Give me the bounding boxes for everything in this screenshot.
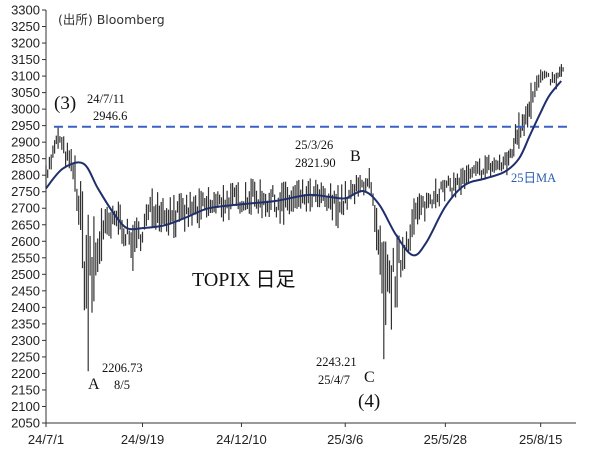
y-tick-label: 2450 <box>11 283 40 298</box>
wave-label-3: (3) <box>54 93 76 114</box>
wave-label-4: (4) <box>358 391 380 412</box>
y-tick-label: 3000 <box>11 102 40 117</box>
low-A-value-label: 2206.73 <box>102 361 143 375</box>
y-tick-label: 2550 <box>11 250 40 265</box>
y-tick-label: 3150 <box>11 52 40 67</box>
y-tick-label: 2350 <box>11 316 40 331</box>
x-tick-label: 24/12/10 <box>216 432 267 447</box>
y-tick-label: 2800 <box>11 168 40 183</box>
y-tick-label: 2500 <box>11 267 40 282</box>
y-tick-label: 2250 <box>11 349 40 364</box>
axis-lines <box>45 10 576 424</box>
chart-title: TOPIX 日足 <box>192 269 296 291</box>
y-axis-ticks: 2050210021502200225023002350240024502500… <box>11 3 46 431</box>
x-tick-label: 24/7/1 <box>28 432 64 447</box>
x-tick-label: 24/9/19 <box>121 432 164 447</box>
peak1-date-label: 24/7/11 <box>87 92 125 106</box>
y-tick-label: 2100 <box>11 399 40 414</box>
y-tick-label: 2200 <box>11 366 40 381</box>
y-tick-label: 2400 <box>11 300 40 315</box>
x-tick-label: 25/3/6 <box>327 432 363 447</box>
y-tick-label: 2150 <box>11 382 40 397</box>
y-tick-label: 2750 <box>11 184 40 199</box>
y-tick-label: 2700 <box>11 201 40 216</box>
peak2-value-label: 2821.90 <box>295 156 336 170</box>
y-tick-label: 2050 <box>11 416 40 431</box>
y-tick-label: 3200 <box>11 36 40 51</box>
low-C-value-label: 2243.21 <box>316 355 357 369</box>
y-tick-label: 2600 <box>11 234 40 249</box>
y-tick-label: 2650 <box>11 217 40 232</box>
y-tick-label: 2850 <box>11 151 40 166</box>
point-C-label: C <box>364 369 375 386</box>
x-axis-ticks: 24/7/1 24/9/19 24/12/10 25/3/6 25/5/28 25/8/1… <box>28 423 562 447</box>
low-C-date-label: 25/4/7 <box>318 373 350 387</box>
ohlc-bars <box>45 64 564 372</box>
ma25-line <box>45 80 562 257</box>
y-tick-label: 2950 <box>11 118 40 133</box>
ma25-label: 25日MA <box>511 171 556 185</box>
source-note: (出所) Bloomberg <box>58 12 165 27</box>
peak2-date-label: 25/3/26 <box>295 138 333 152</box>
y-tick-label: 2300 <box>11 333 40 348</box>
point-A-label: A <box>88 376 100 393</box>
y-tick-label: 2900 <box>11 135 40 150</box>
y-tick-label: 3250 <box>11 19 40 34</box>
y-tick-label: 3050 <box>11 85 40 100</box>
point-B-label: B <box>350 148 361 165</box>
x-tick-label: 25/5/28 <box>424 432 467 447</box>
x-tick-label: 25/8/15 <box>519 432 562 447</box>
low-A-date-label: 8/5 <box>114 378 130 392</box>
peak1-value-label: 2946.6 <box>93 109 127 123</box>
y-tick-label: 3300 <box>11 3 40 18</box>
y-tick-label: 3100 <box>11 69 40 84</box>
